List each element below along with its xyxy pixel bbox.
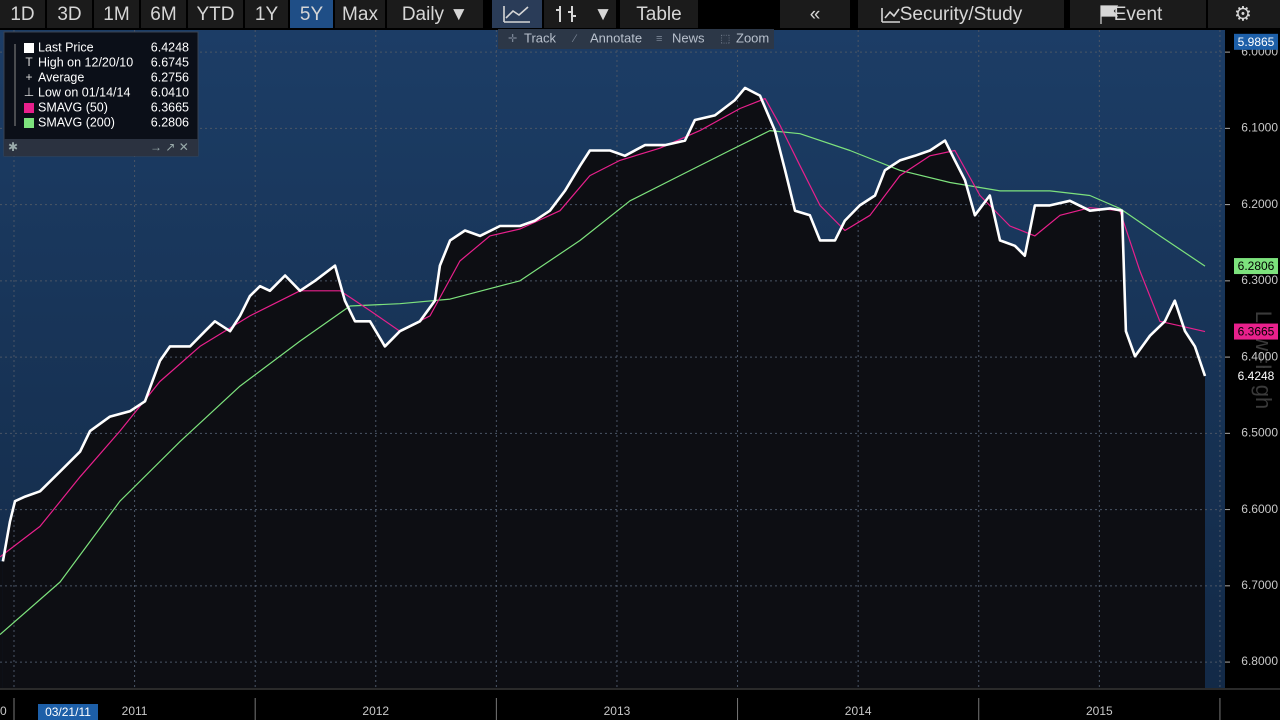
range-button[interactable]: 3D: [57, 4, 81, 25]
range-button[interactable]: 1Y: [255, 4, 279, 25]
table-button-bg[interactable]: [620, 0, 698, 28]
legend-icon: ⊥: [24, 85, 34, 99]
cursor-date: 03/21/11: [45, 705, 91, 719]
x-tick-label: 2012: [362, 704, 389, 718]
y-tick-label: 6.1000: [1241, 121, 1278, 135]
range-button-bg[interactable]: [141, 0, 186, 28]
legend-value: 6.2756: [151, 70, 189, 84]
legend-swatch: [24, 103, 34, 113]
legend-value: 6.4248: [151, 40, 189, 54]
legend-value: 6.0410: [151, 85, 189, 99]
sub-tool[interactable]: News: [672, 30, 705, 45]
legend-label: Average: [38, 70, 84, 84]
sub-tool-icon: ⬚: [720, 33, 730, 45]
settings-bg[interactable]: [1208, 0, 1280, 28]
legend-swatch: [24, 118, 34, 128]
range-button-bg[interactable]: [335, 0, 385, 28]
toolbar: 1D 3D 1M 6M YTD 1Y 5Y Max Daily ▼ ▼ Table « Security…: [0, 0, 1280, 29]
sub-tool-icon: ✛: [508, 33, 517, 45]
plot-area: [0, 30, 1225, 688]
bar-chart-icon: [556, 6, 576, 22]
series-line: [0, 98, 1206, 558]
y-axis-panel: [1225, 30, 1280, 688]
y-tick-label: 6.4000: [1241, 349, 1278, 363]
legend-label: SMAVG (200): [38, 115, 115, 129]
frequency-button[interactable]: Daily ▼: [402, 4, 468, 25]
line-chart-icon: [503, 6, 530, 23]
price-area: [2, 87, 1205, 688]
settings-icon[interactable]: ⚙: [1234, 3, 1252, 25]
legend-icon: T: [25, 55, 33, 69]
cursor-date-bg: [38, 704, 98, 720]
security-button[interactable]: Security/Study: [900, 4, 1023, 25]
legend-footer-icons: ✱: [8, 140, 18, 154]
sub-tool[interactable]: Annotate: [590, 30, 642, 45]
range-button[interactable]: YTD: [197, 4, 235, 25]
table-button[interactable]: Table: [636, 4, 681, 25]
x-tick-label: 2015: [1086, 704, 1113, 718]
y-tick-label: 6.5000: [1241, 426, 1278, 440]
legend-label: Last Price: [38, 40, 94, 54]
legend-label: Low on 01/14/14: [38, 85, 130, 99]
range-button-bg[interactable]: [47, 0, 92, 28]
event-button-bg[interactable]: [1070, 0, 1206, 28]
value-tag-label: 5.9865: [1238, 35, 1275, 49]
value-tag: [1234, 323, 1278, 340]
range-button-bg[interactable]: [94, 0, 139, 28]
value-tag-label: 6.4248: [1238, 369, 1275, 383]
y-tick-label: 6.2000: [1241, 197, 1278, 211]
event-button[interactable]: Event: [1114, 4, 1163, 25]
legend-value: 6.3665: [151, 100, 189, 114]
value-tag: [1234, 258, 1278, 275]
dropdown-button-bg[interactable]: [590, 0, 616, 28]
x-axis-panel: [0, 688, 1280, 720]
y-tick-label: 6.6000: [1241, 502, 1278, 516]
sub-tool-icon: ≡: [656, 33, 662, 45]
legend-swatch: [24, 43, 34, 53]
overlay: Low=High6.00006.10006.20006.30006.40006.…: [0, 29, 1280, 720]
range-button-bg[interactable]: [0, 0, 45, 28]
range-button[interactable]: Max: [342, 4, 378, 25]
y-tick-label: 6.7000: [1241, 578, 1278, 592]
range-button-bg[interactable]: [290, 0, 333, 28]
collapse-button-bg[interactable]: [780, 0, 850, 28]
x-tick-label: 2013: [604, 704, 631, 718]
sub-tool[interactable]: Track: [524, 30, 557, 45]
bar-icon-bg[interactable]: [544, 0, 590, 28]
y-tick-label: 6.8000: [1241, 654, 1278, 668]
range-button[interactable]: 5Y: [300, 4, 324, 25]
series-line: [1, 86, 1207, 562]
series-line: [0, 130, 1206, 636]
range-button[interactable]: 1D: [10, 4, 34, 25]
x-tick-label: 2014: [845, 704, 872, 718]
legend-value: 6.2806: [151, 115, 189, 129]
range-button[interactable]: 6M: [150, 4, 176, 25]
legend-icon: +: [25, 70, 32, 84]
legend-footer-icons: → ↗ ✕: [150, 140, 189, 154]
range-button-bg[interactable]: [245, 0, 288, 28]
legend-footer: [4, 139, 198, 156]
value-tag-label: 6.3665: [1238, 325, 1275, 339]
value-tag: [1234, 33, 1278, 50]
value-tag-label: 6.2806: [1238, 259, 1275, 273]
x-tick-label: 2011: [122, 704, 148, 718]
sub-tool[interactable]: Zoom: [736, 30, 769, 45]
dropdown-button[interactable]: ▼: [594, 4, 613, 25]
value-tag: [1234, 368, 1278, 385]
range-button-bg[interactable]: [188, 0, 243, 28]
security-icon: [881, 8, 900, 23]
price-area-left: [0, 561, 3, 688]
sub-tool-icon: ∕: [571, 33, 578, 45]
collapse-button[interactable]: «: [810, 4, 821, 25]
sub-toolbar: [498, 29, 774, 49]
range-button[interactable]: 1M: [103, 4, 129, 25]
event-icon: [1100, 5, 1119, 24]
legend-label: High on 12/20/10: [38, 55, 133, 69]
legend-value: 6.6745: [151, 55, 189, 69]
legend-label: SMAVG (50): [38, 100, 108, 114]
axis-fragment: 0: [0, 704, 7, 718]
frequency-button-bg[interactable]: [387, 0, 483, 28]
y-tick-label: 6.3000: [1241, 273, 1278, 287]
